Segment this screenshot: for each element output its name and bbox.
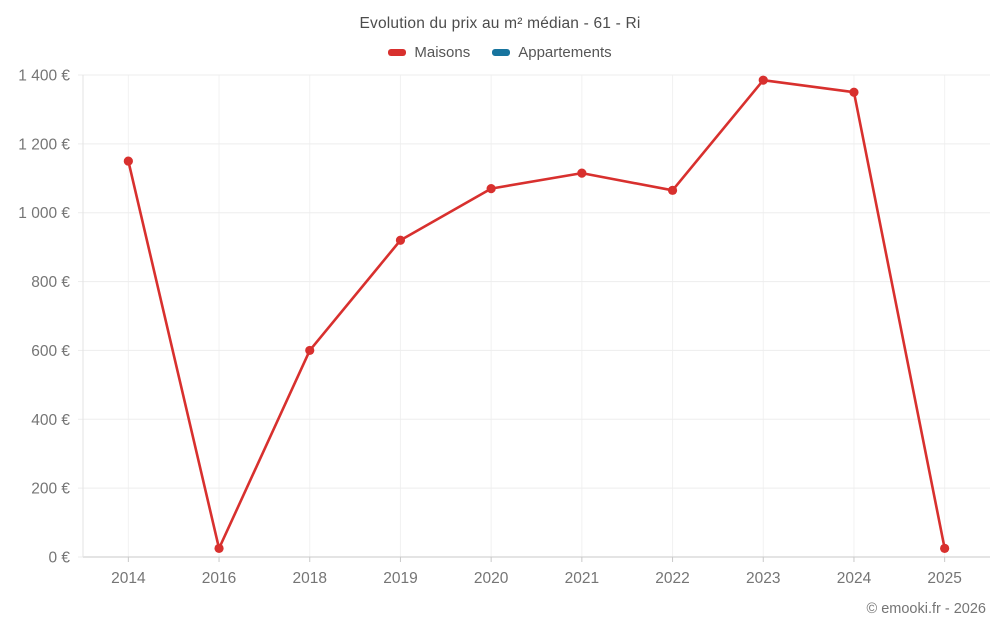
x-tick-label-2024: 2024: [837, 570, 872, 587]
legend-label-appartements: Appartements: [518, 44, 612, 61]
legend-item-maisons[interactable]: Maisons: [388, 44, 470, 61]
y-tick-label-1000: 1 000 €: [18, 205, 70, 222]
legend-item-appartements[interactable]: Appartements: [492, 44, 612, 61]
y-tick-label-600: 600 €: [31, 343, 70, 360]
data-point-maisons-2023: [758, 75, 768, 85]
legend-swatch-appartements: [492, 49, 511, 56]
data-point-maisons-2025: [940, 543, 950, 553]
y-tick-label-0: 0 €: [48, 550, 70, 567]
data-point-maisons-2014: [123, 156, 133, 166]
y-tick-label-800: 800 €: [31, 274, 70, 291]
series-line-maisons: [127, 78, 946, 550]
chart-legend: Maisons Appartements: [0, 44, 1000, 61]
x-tick-label-2023: 2023: [746, 570, 780, 587]
y-tick-label-1200: 1 200 €: [18, 136, 70, 153]
x-tick-label-2025: 2025: [927, 570, 961, 587]
x-tick-label-2022: 2022: [655, 570, 689, 587]
x-tick-label-2014: 2014: [111, 570, 146, 587]
chart-title: Evolution du prix au m² médian - 61 - Ri: [359, 15, 641, 32]
data-point-maisons-2022: [667, 185, 678, 195]
data-point-maisons-2019: [395, 235, 406, 245]
data-point-maisons-2020: [486, 184, 496, 194]
x-tick-label-2020: 2020: [474, 570, 509, 587]
data-point-maisons-2018: [305, 345, 315, 356]
x-tick-label-2018: 2018: [293, 570, 327, 587]
x-tick-label-2021: 2021: [565, 570, 599, 587]
y-tick-label-400: 400 €: [31, 412, 70, 429]
legend-label-maisons: Maisons: [414, 44, 471, 61]
copyright-credit: © emooki.fr - 2026: [866, 601, 986, 617]
x-tick-label-2016: 2016: [202, 570, 236, 587]
legend-swatch-maisons: [388, 49, 407, 56]
data-point-maisons-2021: [577, 168, 587, 178]
data-point-maisons-2024: [849, 87, 859, 97]
data-point-maisons-2016: [214, 543, 224, 553]
y-tick-label-1400: 1 400 €: [18, 68, 70, 85]
x-tick-label-2019: 2019: [383, 570, 417, 587]
y-tick-label-200: 200 €: [31, 481, 70, 498]
